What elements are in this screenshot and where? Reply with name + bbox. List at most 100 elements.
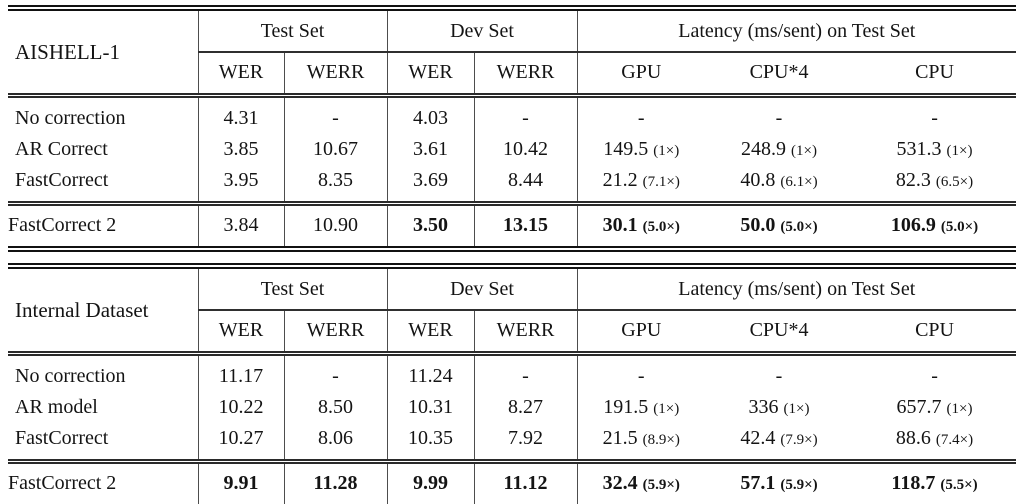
gpu-latency-value: -: [577, 354, 705, 393]
speedup-note: (6.5×): [935, 174, 974, 190]
wer-dev-value: 3.50: [387, 201, 475, 249]
latency-number: 248.9: [741, 138, 787, 160]
row-label: No correction: [8, 353, 199, 392]
speedup-note: (1×): [946, 143, 973, 159]
column-group-dev-set: Dev Set: [387, 8, 578, 53]
column-header-wer-dev: WER: [387, 310, 475, 356]
gpu-latency-value: -: [577, 96, 705, 135]
group-header-row: Internal Dataset Test Set Dev Set Latenc…: [8, 266, 1017, 356]
table-row: No correction 11.17 - 11.24 - - - -: [8, 353, 1016, 393]
werr-test-value: 10.90: [284, 201, 388, 249]
wer-dev-value: 4.03: [387, 95, 475, 134]
speedup-note: (7.4×): [935, 432, 974, 448]
speedup-note: (5.9×): [642, 477, 680, 493]
latency-number: -: [637, 365, 645, 387]
column-header-cpu4: CPU*4: [705, 310, 854, 356]
latency-number: -: [931, 365, 938, 387]
latency-number: 657.7: [896, 396, 942, 418]
latency-number: -: [775, 107, 783, 129]
latency-number: 149.5: [603, 138, 649, 160]
column-header-wer-test: WER: [198, 52, 285, 98]
speedup-note: (1×): [653, 143, 680, 159]
latency-number: -: [931, 107, 938, 129]
row-label: FastCorrect 2: [8, 201, 199, 249]
speedup-note: (1×): [783, 401, 810, 417]
column-header-werr-dev: WERR: [474, 52, 578, 98]
group-header-row: AISHELL-1 Test Set Dev Set Latency (ms/s…: [8, 8, 1017, 98]
latency-number: 50.0: [740, 214, 776, 236]
cpu4-latency-value: -: [705, 354, 853, 393]
werr-dev-value: 8.27: [474, 392, 578, 423]
speedup-note: (5.0×): [780, 219, 818, 235]
wer-test-value: 4.31: [198, 95, 285, 134]
cpu-latency-value: -: [853, 96, 1016, 135]
column-header-gpu: GPU: [577, 310, 706, 356]
wer-dev-value: 3.69: [387, 165, 475, 204]
wer-test-value: 3.85: [198, 134, 285, 165]
werr-test-value: -: [284, 95, 388, 134]
cpu-latency-value: 118.7 (5.5×): [853, 459, 1017, 504]
aishell1-results-table: AISHELL-1 Test Set Dev Set Latency (ms/s…: [8, 5, 1017, 252]
column-header-werr-dev: WERR: [474, 310, 578, 356]
latency-number: 57.1: [740, 472, 776, 494]
latency-number: 88.6: [895, 427, 931, 449]
table-row: AR Correct 3.85 10.67 3.61 10.42 149.5 (…: [8, 134, 1016, 165]
wer-test-value: 3.95: [198, 165, 285, 204]
column-group-latency: Latency (ms/sent) on Test Set: [577, 266, 1017, 311]
wer-test-value: 3.84: [198, 201, 285, 249]
werr-test-value: 8.50: [284, 392, 388, 423]
row-label: FastCorrect: [8, 165, 199, 204]
latency-number: 191.5: [603, 396, 649, 418]
gpu-latency-value: 21.2 (7.1×): [577, 165, 705, 204]
cpu-latency-value: 106.9 (5.0×): [853, 201, 1017, 249]
speedup-note: (7.9×): [780, 432, 818, 448]
cpu4-latency-value: 42.4 (7.9×): [705, 423, 853, 462]
gpu-latency-value: 149.5 (1×): [577, 134, 705, 165]
row-label: FastCorrect 2: [8, 459, 199, 504]
latency-number: 336: [748, 396, 779, 418]
gpu-latency-value: 191.5 (1×): [577, 392, 705, 423]
latency-number: 531.3: [896, 138, 942, 160]
wer-test-value: 9.91: [198, 459, 285, 504]
cpu4-latency-value: 50.0 (5.0×): [705, 201, 854, 249]
row-label: AR model: [8, 392, 199, 423]
wer-test-value: 11.17: [198, 353, 285, 392]
row-label: FastCorrect: [8, 423, 199, 462]
cpu-latency-value: 82.3 (6.5×): [853, 165, 1016, 204]
subheader-row: WER WERR WER WERR GPU CPU*4 CPU: [8, 310, 1017, 356]
latency-number: 21.5: [602, 427, 638, 449]
row-label: No correction: [8, 95, 199, 134]
werr-test-value: 8.06: [284, 423, 388, 462]
subheader-row: WER WERR WER WERR GPU CPU*4 CPU: [8, 52, 1017, 98]
werr-test-value: 10.67: [284, 134, 388, 165]
gpu-latency-value: 21.5 (8.9×): [577, 423, 705, 462]
internal-dataset-results-table: Internal Dataset Test Set Dev Set Latenc…: [8, 263, 1017, 504]
werr-dev-value: 11.12: [474, 459, 578, 504]
column-header-werr-test: WERR: [284, 310, 388, 356]
cpu4-latency-value: 40.8 (6.1×): [705, 165, 853, 204]
latency-number: -: [637, 107, 645, 129]
dataset-label: Internal Dataset: [8, 266, 199, 356]
speedup-note: (1×): [946, 401, 973, 417]
latency-number: 42.4: [740, 427, 776, 449]
werr-dev-value: 13.15: [474, 201, 578, 249]
werr-dev-value: 7.92: [474, 423, 578, 462]
speedup-note: (5.0×): [642, 219, 680, 235]
cpu-latency-value: 657.7 (1×): [853, 392, 1016, 423]
column-header-cpu: CPU: [853, 52, 1017, 98]
cpu4-latency-value: 336 (1×): [705, 392, 853, 423]
latency-number: -: [775, 365, 783, 387]
cpu-latency-value: -: [853, 354, 1016, 393]
speedup-note: (1×): [653, 401, 680, 417]
speedup-note: (5.0×): [940, 219, 979, 235]
cpu4-latency-value: 248.9 (1×): [705, 134, 853, 165]
latency-number: 32.4: [602, 472, 638, 494]
speedup-note: (5.5×): [940, 477, 978, 493]
column-header-cpu4: CPU*4: [705, 52, 854, 98]
wer-dev-value: 11.24: [387, 353, 475, 392]
speedup-note: (5.9×): [780, 477, 818, 493]
werr-dev-value: -: [474, 353, 578, 392]
werr-test-value: -: [284, 353, 388, 392]
column-group-dev-set: Dev Set: [387, 266, 578, 311]
